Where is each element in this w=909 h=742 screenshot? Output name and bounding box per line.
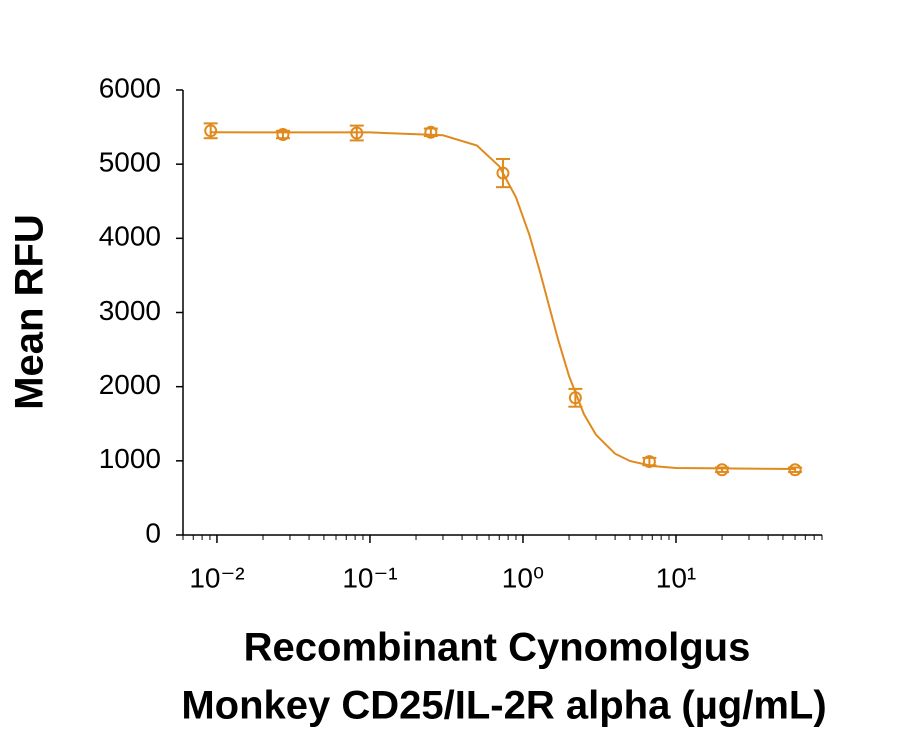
data-point (568, 391, 582, 405)
data-point (715, 463, 729, 477)
data-point (276, 128, 290, 141)
data-point (788, 463, 802, 477)
x-axis-title: Monkey CD25/IL-2R alpha (µg/mL) (181, 684, 826, 728)
y-tick-label: 4000 (99, 221, 161, 252)
x-tick-label: 10⁰ (502, 562, 544, 593)
y-tick-label: 5000 (99, 147, 161, 178)
x-tick-label: 10⁻¹ (342, 562, 397, 593)
data-point (496, 166, 510, 180)
data-point (424, 125, 438, 139)
y-tick-label: 3000 (99, 295, 161, 326)
data-point (350, 126, 364, 140)
fit-curve (209, 131, 796, 470)
x-tick-label: 10⁻² (189, 562, 244, 593)
y-tick-label: 1000 (99, 443, 161, 474)
data-point (204, 124, 218, 138)
y-tick-label: 6000 (99, 72, 161, 103)
y-axis-title: Mean RFU (8, 214, 52, 410)
y-tick-label: 2000 (99, 369, 161, 400)
x-tick-label: 10¹ (656, 562, 696, 593)
x-axis-title: Recombinant Cynomolgus (244, 626, 751, 670)
data-point (642, 455, 656, 469)
y-tick-label: 0 (145, 517, 161, 548)
